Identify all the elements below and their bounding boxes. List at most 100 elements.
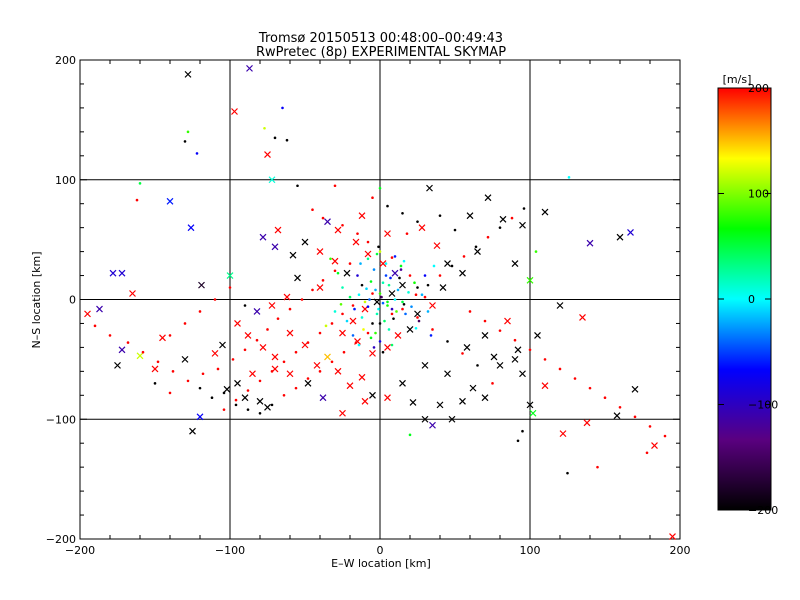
data-point-cross	[211, 349, 219, 357]
data-point-dot	[420, 293, 424, 297]
y-tick-label: 100	[55, 174, 76, 187]
data-point-cross	[331, 257, 339, 265]
data-point-dot	[186, 379, 190, 383]
data-point-cross	[444, 260, 451, 267]
data-point-cross	[526, 401, 534, 409]
data-point-dot	[353, 307, 356, 311]
data-point-dot	[377, 307, 380, 311]
data-point-dot	[404, 312, 407, 316]
data-point-dot	[522, 207, 526, 210]
data-point-cross	[246, 64, 253, 72]
data-point-cross	[324, 353, 331, 361]
y-axis-label: N–S location [km]	[30, 251, 43, 348]
data-point-cross	[426, 184, 433, 192]
data-point-dot	[306, 341, 310, 344]
data-point-dot	[648, 425, 652, 428]
data-point-cross	[541, 208, 549, 216]
data-point-cross	[394, 332, 402, 339]
data-point-dot	[330, 360, 334, 364]
data-point-cross	[433, 242, 441, 250]
data-point-dot	[351, 334, 355, 337]
data-point-cross	[409, 399, 417, 406]
data-point-dot	[357, 343, 361, 347]
data-point-cross	[388, 290, 396, 297]
data-point-dot	[153, 382, 157, 385]
data-point-dot	[474, 245, 478, 249]
data-point-dot	[380, 295, 383, 299]
data-point-dot	[375, 312, 379, 316]
data-point-cross	[136, 352, 144, 360]
data-point-dot	[476, 364, 479, 367]
data-point-dot	[357, 293, 361, 297]
data-point-cross	[283, 293, 291, 301]
data-point-cross	[511, 355, 519, 363]
data-point-dot	[378, 292, 382, 295]
data-point-dot	[498, 329, 502, 332]
chart-title: Tromsø 20150513 00:48:00–00:49:43	[258, 31, 503, 46]
data-point-dot	[222, 408, 226, 411]
data-point-dot	[339, 302, 343, 306]
data-point-cross	[241, 394, 249, 402]
data-point-cross	[414, 310, 421, 318]
data-point-dot	[360, 316, 364, 319]
data-point-cross	[271, 243, 279, 251]
data-point-cross	[421, 361, 429, 369]
data-point-dot	[416, 220, 419, 223]
data-point-dot	[228, 286, 232, 289]
data-point-dot	[270, 370, 274, 373]
data-point-cross	[559, 430, 567, 438]
data-point-dot	[491, 382, 494, 385]
data-point-dot	[386, 204, 389, 208]
data-point-dot	[171, 370, 175, 373]
data-point-cross	[286, 370, 294, 378]
data-point-cross	[96, 305, 103, 313]
data-point-dot	[534, 250, 538, 253]
data-point-cross	[249, 370, 256, 378]
data-point-dot	[270, 403, 274, 407]
data-point-dot	[468, 310, 472, 313]
data-point-dot	[126, 341, 130, 344]
data-point-cross	[459, 397, 466, 405]
data-point-dot	[371, 322, 374, 325]
data-point-dot	[416, 316, 419, 319]
x-tick-label: −100	[215, 544, 245, 557]
data-point-cross	[259, 233, 267, 241]
data-point-dot	[198, 310, 202, 313]
colorbar-tick-label: 200	[748, 82, 769, 95]
data-point-cross	[352, 238, 360, 246]
data-point-cross	[339, 329, 346, 337]
data-point-cross	[556, 302, 564, 309]
data-point-dot	[198, 386, 202, 390]
data-point-dot	[378, 322, 382, 325]
data-point-cross	[481, 394, 489, 402]
data-point-cross	[444, 370, 451, 378]
data-point-dot	[401, 211, 404, 215]
data-point-cross	[384, 394, 391, 402]
data-point-dot	[386, 300, 389, 304]
data-point-dot	[462, 255, 466, 258]
data-point-cross	[463, 343, 471, 351]
data-point-dot	[318, 331, 322, 335]
data-point-dot	[567, 176, 571, 179]
data-point-cross	[358, 212, 366, 220]
data-point-dot	[369, 280, 373, 283]
data-point-dot	[438, 214, 442, 217]
data-point-dot	[417, 319, 421, 323]
data-point-dot	[573, 377, 577, 380]
data-point-dot	[183, 140, 187, 143]
data-point-dot	[663, 434, 667, 438]
data-point-dot	[366, 257, 370, 261]
data-point-cross	[198, 281, 205, 289]
data-point-dot	[402, 259, 406, 263]
data-point-dot	[399, 268, 403, 271]
data-markers	[84, 64, 676, 541]
data-point-dot	[401, 307, 404, 311]
y-tick-label: 200	[55, 54, 76, 67]
data-point-dot	[390, 307, 394, 311]
data-point-cross	[184, 70, 192, 78]
data-point-dot	[558, 367, 562, 371]
data-point-dot	[408, 433, 412, 437]
data-point-cross	[474, 248, 481, 256]
data-point-cross	[364, 250, 372, 258]
data-point-dot	[282, 360, 286, 364]
